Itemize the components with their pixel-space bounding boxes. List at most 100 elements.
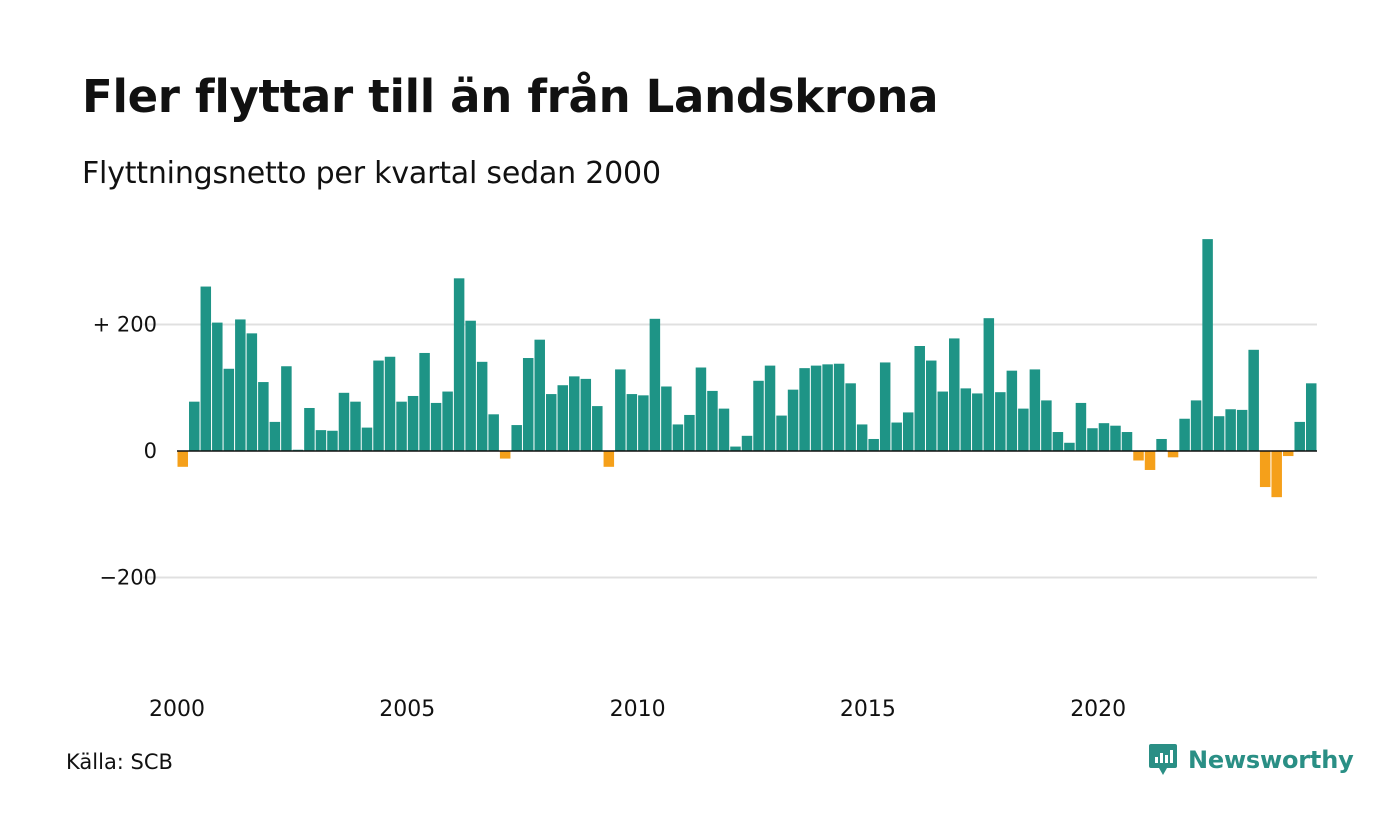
bar-q84 bbox=[1133, 451, 1144, 461]
bar-q49 bbox=[730, 446, 741, 451]
bar-q63 bbox=[891, 422, 902, 451]
bar-q32 bbox=[534, 339, 545, 451]
bar-q44 bbox=[672, 424, 684, 451]
bar-q31 bbox=[522, 358, 534, 451]
bar-q59 bbox=[845, 383, 856, 451]
bar-q17 bbox=[361, 427, 373, 451]
bar-q73 bbox=[1006, 370, 1018, 451]
bar-q95 bbox=[1259, 451, 1271, 488]
x-tick-label: 2000 bbox=[149, 697, 205, 722]
bar-q46 bbox=[695, 367, 707, 451]
newsworthy-logo-icon bbox=[1149, 744, 1177, 775]
bar-q34 bbox=[557, 385, 569, 451]
bar-series bbox=[177, 239, 1317, 498]
bar-q62 bbox=[879, 362, 891, 451]
brand-logo[interactable]: Newsworthy bbox=[1148, 742, 1354, 778]
bar-q75 bbox=[1029, 369, 1041, 451]
bar-q25 bbox=[453, 278, 465, 451]
bar-q82 bbox=[1110, 425, 1121, 451]
bar-q68 bbox=[949, 338, 960, 451]
bar-q69 bbox=[960, 388, 972, 451]
bar-q24 bbox=[442, 391, 453, 451]
bar-q21 bbox=[407, 395, 419, 451]
bar-q56 bbox=[810, 365, 822, 451]
bar-q28 bbox=[488, 414, 499, 451]
bar-q20 bbox=[396, 401, 407, 451]
bar-q64 bbox=[902, 412, 914, 451]
x-tick-label: 2020 bbox=[1070, 697, 1126, 722]
bar-q45 bbox=[684, 414, 695, 451]
chart-subtitle: Flyttningsnetto per kvartal sedan 2000 bbox=[82, 156, 661, 191]
x-tick-label: 2015 bbox=[840, 697, 896, 722]
source-note: Källa: SCB bbox=[66, 750, 173, 774]
bar-q66 bbox=[925, 360, 937, 451]
bar-q33 bbox=[545, 394, 557, 451]
bar-q92 bbox=[1225, 409, 1236, 451]
bar-q65 bbox=[914, 346, 925, 451]
x-tick-label: 2010 bbox=[610, 697, 666, 722]
bar-q96 bbox=[1271, 451, 1282, 498]
bar-q55 bbox=[799, 368, 810, 451]
bar-q61 bbox=[868, 438, 879, 451]
axes: + 200 0 −200 2000 2005 2010 2015 2020 bbox=[93, 313, 1317, 722]
bar-q91 bbox=[1213, 416, 1225, 451]
bar-q18 bbox=[373, 360, 384, 451]
bar-q97 bbox=[1282, 451, 1294, 457]
bar-q36 bbox=[580, 378, 592, 451]
bar-q22 bbox=[419, 352, 430, 451]
bar-q88 bbox=[1179, 418, 1190, 451]
bar-q51 bbox=[753, 380, 764, 451]
bar-q50 bbox=[741, 435, 753, 451]
bar-q99 bbox=[1305, 383, 1317, 451]
y-tick-label: 0 bbox=[144, 439, 157, 463]
bar-q29 bbox=[499, 451, 511, 459]
bar-q14 bbox=[327, 430, 338, 451]
bar-q78 bbox=[1064, 442, 1075, 451]
bar-q41 bbox=[638, 395, 649, 451]
bar-q53 bbox=[776, 415, 787, 451]
bar-q76 bbox=[1041, 400, 1052, 451]
bar-q4 bbox=[212, 322, 223, 451]
bar-q85 bbox=[1144, 451, 1156, 470]
bar-q39 bbox=[615, 369, 626, 451]
bar-q86 bbox=[1156, 438, 1167, 451]
bar-q72 bbox=[995, 392, 1006, 451]
bar-q81 bbox=[1098, 423, 1110, 451]
bar-q67 bbox=[937, 391, 949, 451]
y-tick-label: −200 bbox=[99, 566, 157, 590]
bar-q9 bbox=[269, 421, 281, 451]
bar-q27 bbox=[476, 361, 488, 451]
bar-q26 bbox=[465, 320, 476, 451]
bar-q42 bbox=[649, 318, 661, 451]
bar-q80 bbox=[1087, 428, 1098, 451]
bar-q35 bbox=[569, 376, 580, 451]
bar-q43 bbox=[661, 386, 672, 452]
bar-q70 bbox=[972, 393, 983, 451]
bar-q93 bbox=[1236, 409, 1248, 451]
bar-q90 bbox=[1202, 239, 1213, 451]
brand-name: Newsworthy bbox=[1188, 746, 1354, 774]
bar-q12 bbox=[304, 407, 315, 451]
bar-q87 bbox=[1167, 451, 1179, 458]
bar-q3 bbox=[200, 286, 212, 451]
bar-q23 bbox=[430, 402, 442, 451]
bar-q83 bbox=[1121, 432, 1133, 451]
bar-q89 bbox=[1190, 400, 1202, 451]
bar-q37 bbox=[592, 406, 603, 451]
bar-q40 bbox=[626, 394, 638, 451]
bar-q71 bbox=[983, 318, 995, 451]
bar-q16 bbox=[350, 401, 361, 451]
bar-q1 bbox=[177, 451, 189, 467]
bar-q30 bbox=[511, 425, 522, 451]
grid-lines bbox=[143, 323, 1317, 579]
bar-q7 bbox=[246, 333, 258, 451]
bar-q6 bbox=[235, 319, 246, 451]
bar-q47 bbox=[707, 390, 718, 451]
bar-q2 bbox=[189, 401, 200, 451]
bar-q48 bbox=[718, 408, 730, 451]
bar-q98 bbox=[1294, 421, 1305, 451]
bar-q19 bbox=[384, 356, 396, 451]
y-tick-label: + 200 bbox=[93, 313, 157, 337]
bar-q79 bbox=[1075, 402, 1087, 451]
